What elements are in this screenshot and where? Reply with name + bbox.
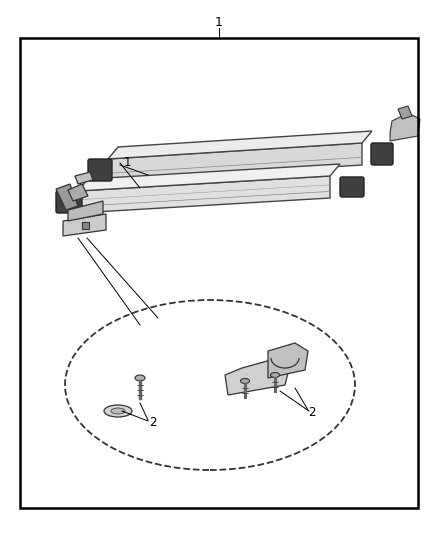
Bar (20, 38, 418, 508)
Polygon shape (63, 214, 106, 236)
Polygon shape (398, 106, 412, 119)
Text: 2: 2 (149, 416, 157, 430)
Polygon shape (78, 164, 340, 191)
Polygon shape (75, 172, 93, 184)
Ellipse shape (111, 408, 125, 414)
FancyBboxPatch shape (88, 159, 112, 181)
FancyBboxPatch shape (56, 191, 82, 213)
Polygon shape (108, 143, 362, 181)
Polygon shape (68, 184, 88, 201)
Ellipse shape (271, 373, 279, 377)
Polygon shape (268, 343, 308, 378)
Text: 1: 1 (123, 157, 131, 169)
Polygon shape (108, 131, 372, 159)
Ellipse shape (240, 378, 250, 384)
Ellipse shape (65, 300, 355, 470)
Ellipse shape (135, 375, 145, 381)
Text: 2: 2 (308, 407, 316, 419)
FancyBboxPatch shape (340, 177, 364, 197)
Polygon shape (225, 358, 290, 395)
Polygon shape (78, 176, 330, 213)
FancyBboxPatch shape (371, 143, 393, 165)
Bar (82, 222, 89, 229)
Polygon shape (56, 184, 78, 210)
Polygon shape (68, 201, 103, 221)
Polygon shape (390, 113, 420, 141)
Text: 1: 1 (215, 17, 223, 29)
Ellipse shape (104, 405, 132, 417)
